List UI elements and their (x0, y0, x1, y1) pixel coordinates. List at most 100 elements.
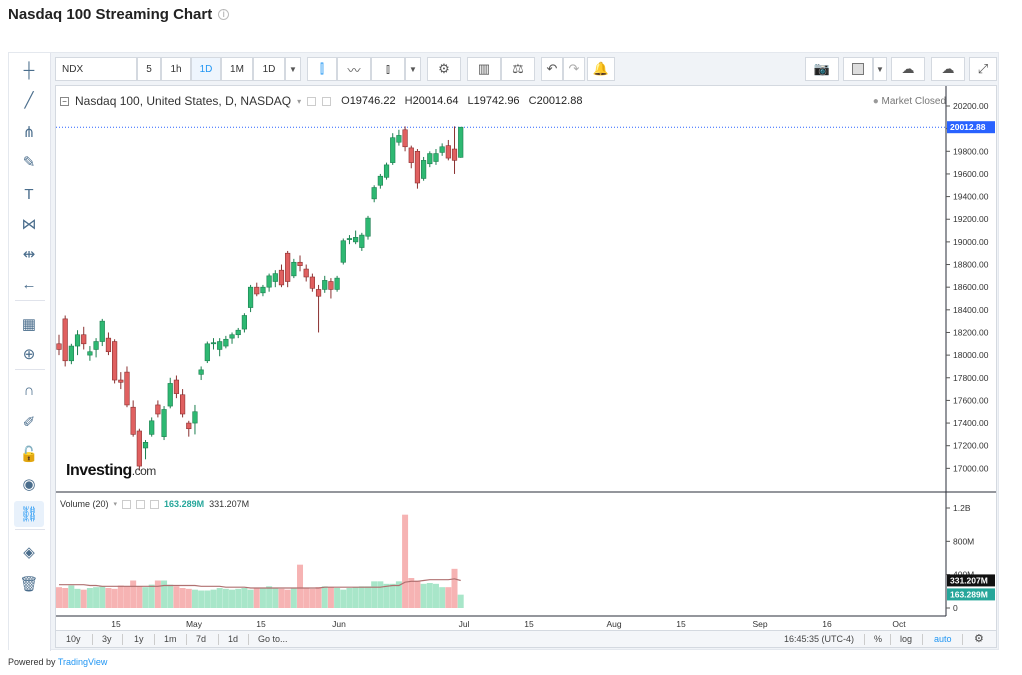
volume-bar (167, 584, 174, 608)
collapse-legend-icon[interactable]: − (60, 96, 69, 106)
percent-toggle[interactable]: % (874, 634, 883, 644)
gear-icon: ⚙ (438, 61, 450, 76)
text-tool[interactable]: T (14, 181, 44, 207)
candle-body (124, 371, 130, 406)
back-tool[interactable]: ← (14, 271, 44, 297)
long-short-tool[interactable]: ▦ (14, 311, 44, 337)
separator (154, 634, 155, 645)
volume-bar (439, 587, 446, 608)
load-chart-button[interactable]: ☁ (891, 57, 925, 81)
format-icon[interactable] (322, 96, 332, 106)
undo-button[interactable]: ↶ (541, 57, 563, 81)
last-price-label: 20012.88 (950, 122, 986, 132)
interval-dropdown[interactable]: 1D (253, 57, 285, 81)
link-tool[interactable]: ⛓ (14, 501, 44, 527)
eye-toggle-icon[interactable] (307, 96, 317, 106)
undo-icon: ↶ (546, 61, 558, 76)
goto-button[interactable]: Go to... (258, 634, 288, 644)
candle-body (334, 277, 340, 290)
snapshot-button[interactable]: 📷 (805, 57, 839, 81)
layers-tool[interactable]: ◈ (14, 539, 44, 565)
volume-bar (191, 589, 198, 608)
range-1m-button[interactable]: 1m (164, 634, 177, 644)
tradingview-link[interactable]: TradingView (57, 657, 108, 667)
compare-button[interactable]: ⚖ (501, 57, 535, 81)
lock-tool[interactable]: 🔓 (14, 441, 44, 467)
crosshair-tool[interactable]: ┼ (14, 57, 44, 83)
time-display[interactable]: 16:45:35 (UTC-4) (784, 634, 855, 644)
time-axis-label: 15 (676, 619, 686, 629)
trend-line-tool[interactable]: ╱ (14, 87, 44, 113)
interval-1h-button[interactable]: 1h (161, 57, 191, 81)
range-3y-button[interactable]: 3y (102, 634, 112, 644)
link-icon: ⛓ (19, 506, 39, 523)
alert-button[interactable]: 🔔 (587, 57, 615, 81)
chevron-down-icon[interactable]: ▾ (297, 96, 302, 106)
line-style-button[interactable]: 〰 (337, 57, 371, 81)
measure-tool[interactable]: ⇹ (14, 241, 44, 267)
crosshair-icon: ┼ (23, 61, 35, 79)
format-icon[interactable] (136, 499, 146, 509)
gear-icon[interactable]: ⚙ (974, 633, 984, 645)
volume-bar (111, 588, 118, 608)
chart-canvas[interactable]: 20200.0020000.0019800.0019600.0019400.00… (56, 86, 996, 631)
high-label: H (404, 95, 413, 107)
range-1d-button[interactable]: 1d (228, 634, 239, 644)
separator (186, 634, 187, 645)
save-chart-button[interactable]: ☁ (931, 57, 965, 81)
range-10y-button[interactable]: 10y (66, 634, 81, 644)
volume-bar (420, 583, 427, 608)
interval-1d-button[interactable]: 1D (191, 57, 221, 81)
candle-body (297, 261, 303, 266)
pitchfork-tool[interactable]: ⋔ (14, 119, 44, 145)
volume-bar (346, 588, 353, 608)
volume-bar (185, 588, 192, 608)
log-toggle[interactable]: log (900, 634, 913, 644)
scales-icon: ⚖ (512, 61, 524, 76)
price-tick-label: 19800.00 (953, 146, 989, 156)
redo-button[interactable]: ↷ (563, 57, 585, 81)
bars-style-button[interactable]: ⫾ (371, 57, 405, 81)
style-dropdown-toggle[interactable]: ▼ (405, 57, 421, 81)
fullscreen-button[interactable]: ⤢ (969, 57, 997, 81)
high-value: 20014.64 (412, 95, 459, 107)
trash-tool[interactable]: 🗑 (14, 571, 44, 597)
eye-toggle-icon[interactable] (122, 499, 132, 509)
lock-drawings-tool[interactable]: ✐ (14, 409, 44, 435)
interval-dropdown-toggle[interactable]: ▼ (285, 57, 301, 81)
candle-body (346, 238, 353, 240)
indicators-button[interactable]: ▥ (467, 57, 501, 81)
interval-1m-button[interactable]: 1M (221, 57, 253, 81)
layout-button[interactable] (843, 57, 873, 81)
eye-tool[interactable]: ◉ (14, 471, 44, 497)
candles-style-button[interactable]: ⫿ (307, 57, 337, 81)
volume-bar (247, 589, 254, 608)
time-axis-label: 16 (822, 619, 832, 629)
range-1y-button[interactable]: 1y (134, 634, 144, 644)
volume-bar (154, 580, 161, 608)
chart-area[interactable]: 20200.0020000.0019800.0019600.0019400.00… (55, 85, 997, 632)
candle-body (371, 187, 377, 200)
layers-icon: ◈ (23, 544, 35, 561)
volume-bar (99, 586, 106, 608)
zoom-in-tool[interactable]: ⊕ (14, 341, 44, 367)
info-icon[interactable]: i (218, 9, 230, 20)
chevron-down-icon[interactable]: ▾ (113, 501, 118, 508)
candle-body (451, 148, 458, 161)
volume-bar (408, 578, 415, 608)
range-7d-button[interactable]: 7d (196, 634, 207, 644)
volume-bar (389, 583, 396, 608)
interval-5-button[interactable]: 5 (137, 57, 161, 81)
volume-bar (383, 583, 390, 608)
magnet-tool[interactable]: ∩ (14, 377, 44, 403)
settings-button[interactable]: ⚙ (427, 57, 461, 81)
symbol-input[interactable]: NDX (55, 57, 137, 81)
auto-toggle[interactable]: auto (934, 634, 952, 644)
bottom-bar: 10y 3y 1y 1m 7d 1d Go to... 16:45:35 (UT… (55, 630, 997, 648)
close-icon[interactable] (150, 499, 160, 509)
brush-tool[interactable]: ✎ (14, 149, 44, 175)
cloud-download-icon: ☁ (901, 61, 915, 76)
layout-dropdown-toggle[interactable]: ▼ (873, 57, 887, 81)
candle-body (421, 160, 427, 179)
pattern-tool[interactable]: ⋈ (14, 211, 44, 237)
